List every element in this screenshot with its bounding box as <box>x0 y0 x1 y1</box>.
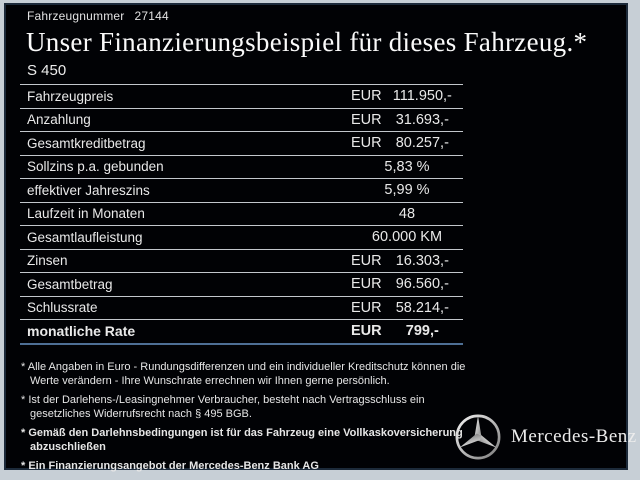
row-value: EUR 80.257,- <box>351 135 449 152</box>
row-value: EUR 31.693,- <box>351 111 449 128</box>
row-value: 60.000 KM <box>371 229 443 246</box>
row-value: 48 <box>398 205 416 222</box>
row-value: 5,99 % <box>384 182 430 199</box>
table-row: Anzahlung EUR 31.693,- <box>20 109 463 132</box>
row-label: Anzahlung <box>27 112 91 128</box>
row-value: EUR 58.214,- <box>351 299 449 316</box>
table-row: Schlussrate EUR 58.214,- <box>20 297 463 320</box>
vehicle-number-value: 27144 <box>134 9 169 23</box>
brand-block: Mercedes-Benz <box>454 413 637 461</box>
footnote: * Gemäß den Darlehnsbedingungen ist für … <box>21 427 463 453</box>
table-row: Gesamtkreditbetrag EUR 80.257,- <box>20 132 463 156</box>
vehicle-model: S 450 <box>27 62 67 79</box>
table-row: Gesamtbetrag EUR 96.560,- <box>20 273 463 297</box>
financing-table: Fahrzeugpreis EUR 111.950,- Anzahlung EUR… <box>20 84 463 345</box>
row-label: monatliche Rate <box>27 323 136 340</box>
vehicle-number: Fahrzeugnummer 27144 <box>27 9 169 23</box>
row-label: Zinsen <box>27 253 68 269</box>
row-value: EUR 799,- <box>351 323 439 340</box>
footnotes: * Alle Angaben in Euro - Rundungsdiffere… <box>21 361 473 480</box>
table-row: Fahrzeugpreis EUR 111.950,- <box>20 85 463 109</box>
row-label: Gesamtlaufleistung <box>27 229 143 245</box>
row-value: EUR 96.560,- <box>351 276 449 293</box>
table-row: effektiver Jahreszins 5,99 % <box>20 179 463 203</box>
footnote: * Ein Finanzierungsangebot der Mercedes-… <box>21 460 319 472</box>
row-label: Fahrzeugpreis <box>27 88 114 104</box>
financing-sheet: Fahrzeugnummer 27144 Unser Finanzierungsb… <box>4 3 636 472</box>
row-label: Schlussrate <box>27 300 98 316</box>
row-label: Sollzins p.a. gebunden <box>27 159 164 175</box>
footnote: * Ist der Darlehens-/Leasingnehmer Verbr… <box>21 394 425 420</box>
row-value: 5,83 % <box>384 158 430 175</box>
row-value: EUR 111.950,- <box>351 88 452 105</box>
table-row: Zinsen EUR 16.303,- <box>20 250 463 273</box>
row-label: Gesamtbetrag <box>27 276 113 292</box>
table-row: Laufzeit in Monaten 48 <box>20 203 463 226</box>
row-label: effektiver Jahreszins <box>27 182 150 198</box>
table-row-monthly-rate: monatliche Rate EUR 799,- <box>20 320 463 345</box>
brand-wordmark: Mercedes-Benz <box>511 426 637 447</box>
row-value: EUR 16.303,- <box>351 252 449 269</box>
row-label: Gesamtkreditbetrag <box>27 135 146 151</box>
row-label: Laufzeit in Monaten <box>27 206 145 222</box>
page-title: Unser Finanzierungsbeispiel für dieses F… <box>26 27 588 57</box>
mercedes-star-icon <box>455 414 501 460</box>
table-row: Gesamtlaufleistung 60.000 KM <box>20 226 463 250</box>
vehicle-number-label: Fahrzeugnummer <box>27 9 125 23</box>
footnote: * Alle Angaben in Euro - Rundungsdiffere… <box>21 361 466 387</box>
table-row: Sollzins p.a. gebunden 5,83 % <box>20 156 463 179</box>
